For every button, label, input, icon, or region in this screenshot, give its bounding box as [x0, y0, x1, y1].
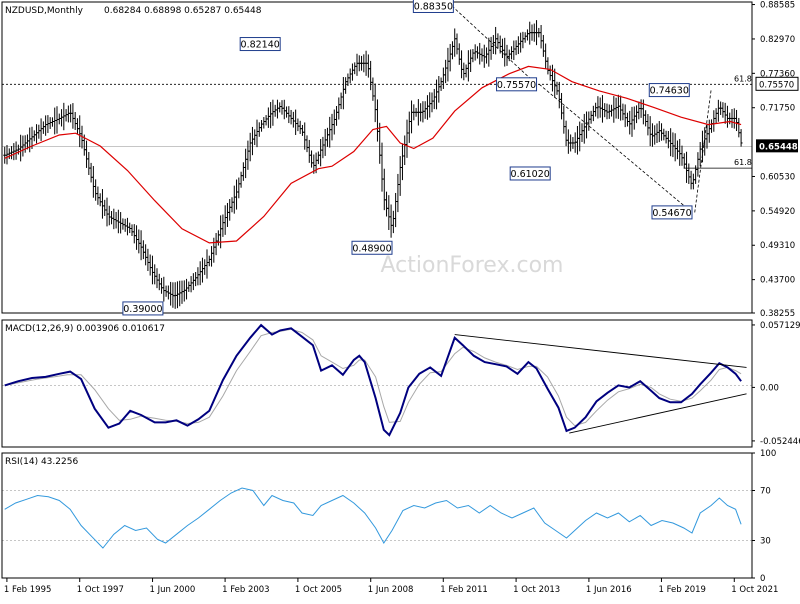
- x-axis-tick-label: 1 Feb 2011: [440, 585, 488, 595]
- price-label-box: [496, 77, 538, 92]
- x-axis-tick-label: 1 Oct 1997: [77, 585, 124, 595]
- price-label-box: [351, 240, 393, 255]
- fib-level-tag: [755, 76, 799, 91]
- rsi-y-tick-label: 30: [760, 537, 771, 547]
- price-label-text: 0.82140: [241, 40, 280, 51]
- x-axis-tick-label: 1 Feb 2019: [658, 585, 706, 595]
- rsi-y-tick-label: 70: [760, 487, 771, 497]
- swing-trend-line: [451, 5, 537, 85]
- current-price-tag: [756, 139, 798, 153]
- current-price-tag-text: 0.65448: [759, 142, 798, 152]
- price-label-text: 0.39000: [123, 304, 162, 315]
- macd-y-tick-label: 0.057129: [760, 321, 800, 331]
- price-label-box: [122, 301, 164, 316]
- swing-trend-line: [539, 84, 693, 213]
- price-y-tick-label: 0.54920: [760, 207, 795, 217]
- price-y-tick-label: 0.71750: [760, 104, 795, 114]
- price-label-box: [509, 166, 551, 181]
- price-y-tick-label: 0.38255: [760, 309, 795, 319]
- price-label-text: 0.48900: [352, 243, 391, 254]
- macd-lower-trendline: [569, 393, 747, 434]
- fib-level-label: 61.8: [734, 158, 752, 167]
- price-y-tick-label: 0.49310: [760, 241, 795, 251]
- moving-average-line: [4, 65, 742, 244]
- rsi-panel-frame: [1, 452, 753, 579]
- macd-line: [4, 323, 742, 437]
- macd-signal-line: [4, 328, 742, 427]
- x-axis-tick-label: 1 Jun 2000: [150, 585, 196, 595]
- macd-panel-title: MACD(12,26,9) 0.003906 0.010617: [5, 324, 165, 334]
- price-label-box: [412, 0, 454, 13]
- macd-y-tick-label: -0.052446: [760, 437, 800, 447]
- price-label-box: [239, 37, 281, 52]
- price-label-text: 0.61020: [511, 169, 550, 180]
- rsi-line: [4, 487, 742, 549]
- price-label-text: 0.75570: [497, 80, 536, 91]
- price-label-text: 0.74630: [650, 86, 689, 97]
- x-axis-tick-label: 1 Jun 2008: [368, 585, 414, 595]
- price-label-box: [651, 205, 693, 220]
- price-panel-title: NZDUSD,Monthly: [5, 6, 84, 16]
- price-y-tick-label: 0.43700: [760, 276, 795, 286]
- macd-upper-trendline: [454, 334, 747, 368]
- price-y-tick-label: 0.77360: [760, 69, 795, 79]
- price-panel-ohlc: 0.68284 0.68898 0.65287 0.65448: [104, 6, 262, 16]
- x-axis-tick-label: 1 Oct 2021: [731, 585, 778, 595]
- macd-panel-frame: [1, 319, 753, 448]
- x-axis-tick-label: 1 Oct 2013: [513, 585, 560, 595]
- fib-level-label: 61.8: [734, 74, 752, 83]
- x-axis-tick-label: 1 Feb 2003: [222, 585, 270, 595]
- watermark: ActionForex.com: [381, 253, 564, 278]
- price-panel-frame: [1, 1, 753, 314]
- price-y-tick-label: 0.60530: [760, 172, 795, 182]
- price-y-tick-label: 0.82970: [760, 35, 795, 45]
- x-axis-tick-label: 1 Oct 2005: [295, 585, 342, 595]
- price-y-tick-label: 0.88585: [760, 1, 795, 11]
- macd-y-tick-label: 0.00: [760, 383, 779, 393]
- rsi-y-tick-label: 100: [760, 449, 776, 459]
- price-label-box: [648, 83, 690, 98]
- price-label-text: 0.88350: [414, 1, 453, 12]
- price-label-text: 0.54670: [652, 208, 691, 219]
- rsi-y-tick-label: 0: [760, 574, 765, 584]
- rsi-panel-title: RSI(14) 43.2256: [5, 457, 78, 467]
- x-axis-tick-label: 1 Feb 1995: [4, 585, 52, 595]
- x-axis-tick-label: 1 Jun 2016: [586, 585, 632, 595]
- fib-level-tag-text: 0.75570: [759, 80, 794, 90]
